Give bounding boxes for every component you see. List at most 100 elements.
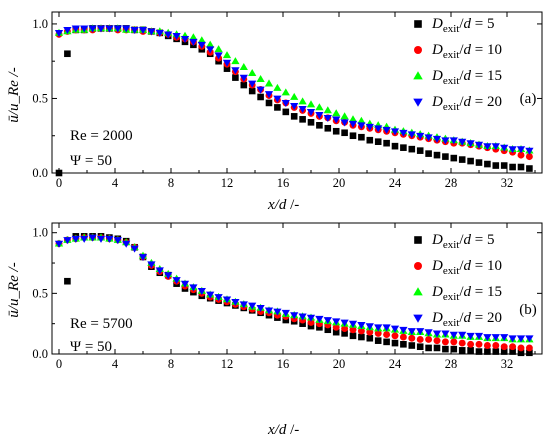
x-tick-label: 4 [112, 176, 119, 190]
data-point [340, 112, 349, 120]
data-point [525, 335, 534, 343]
legend-marker [414, 236, 422, 244]
data-point [282, 108, 290, 116]
data-point [298, 106, 307, 114]
data-point [483, 143, 492, 151]
data-point [458, 138, 467, 146]
panel-b: 0 4 8 12 16 20 24 28 32 0.0 0.5 1.0 Re = 5700 Ψ = … [32, 222, 543, 371]
data-point [525, 153, 533, 161]
data-point [80, 235, 89, 243]
data-point [164, 31, 173, 39]
data-point [449, 137, 458, 145]
data-point [408, 342, 416, 349]
data-point [500, 162, 508, 169]
y-axis-label-a-text: ū/u_Re /- [6, 67, 22, 122]
legend-label: Dexit/d = 5 [431, 16, 494, 35]
y-axis-label-a: ū/u_Re /- [6, 67, 22, 122]
data-point [214, 52, 223, 60]
data-point [391, 332, 399, 340]
data-point [357, 327, 365, 335]
data-point [416, 147, 424, 154]
data-point [400, 144, 407, 151]
data-point [299, 320, 306, 327]
data-point [483, 334, 492, 342]
data-point [466, 332, 475, 340]
data-point [281, 100, 290, 108]
y-tick-label: 1.0 [32, 17, 48, 31]
x-tick-label: 12 [221, 176, 234, 190]
data-point [383, 139, 390, 147]
data-point [349, 332, 357, 340]
data-point [281, 309, 290, 317]
y-tick-label: 1.0 [32, 226, 48, 240]
data-point [257, 93, 264, 101]
data-point [500, 334, 509, 342]
data-point [273, 83, 282, 91]
data-point [509, 163, 516, 171]
data-point [408, 334, 416, 342]
data-point [223, 65, 231, 72]
data-point [374, 324, 383, 332]
legend-marker [413, 287, 423, 296]
data-point [273, 95, 282, 103]
data-point [508, 335, 517, 343]
data-point [105, 25, 114, 33]
data-point [113, 25, 122, 33]
data-point [425, 335, 433, 343]
data-point [206, 40, 215, 48]
data-point [231, 57, 240, 65]
data-point [340, 119, 349, 127]
x-axis-label-a: x/d /- [267, 197, 299, 213]
data-point [348, 120, 358, 128]
data-point [290, 103, 299, 111]
data-point [172, 32, 181, 40]
legend-item: Dexit/d = 20 [413, 94, 502, 113]
data-point [407, 131, 416, 139]
data-point [526, 349, 533, 357]
data-point [180, 280, 190, 288]
data-point [382, 126, 391, 134]
data-point [189, 38, 198, 46]
data-point [71, 25, 80, 33]
legend-label: Dexit/d = 10 [431, 42, 502, 61]
data-point [316, 324, 323, 331]
data-point [64, 50, 71, 58]
data-point [466, 140, 475, 148]
data-point [197, 288, 206, 296]
data-point [122, 240, 131, 248]
data-point [206, 46, 215, 54]
data-point [332, 116, 341, 124]
data-point [508, 146, 517, 154]
data-point [432, 135, 442, 143]
data-point [197, 36, 206, 44]
psi-annotation-a: Ψ = 50 [70, 153, 112, 169]
x-tick-label: 4 [112, 357, 119, 371]
legend-a: Dexit/d = 5 Dexit/d = 10 Dexit/d = 15 Dexit… [413, 16, 502, 113]
data-point [105, 235, 114, 243]
panel-a: 0 4 8 12 16 20 24 28 32 0.0 0.5 1.0 Re = 2000 Ψ = … [32, 11, 543, 190]
data-point [206, 291, 215, 299]
data-point [475, 340, 483, 348]
data-point [130, 245, 139, 253]
x-tick-label: 28 [445, 176, 458, 190]
data-point [357, 322, 366, 330]
data-point [323, 114, 332, 122]
data-point [449, 331, 458, 339]
data-point [138, 27, 148, 35]
data-point [265, 99, 273, 107]
data-point [315, 315, 324, 323]
data-point [248, 302, 257, 310]
data-point [298, 313, 307, 321]
x-axis-label-b: x/d /- [267, 422, 299, 438]
x-tick-label: 0 [56, 176, 62, 190]
legend-marker [413, 314, 423, 323]
data-point [491, 334, 500, 342]
data-point [332, 127, 340, 135]
data-point [509, 348, 516, 355]
x-axis-label-b-main: x/d [267, 422, 287, 438]
data-point [483, 342, 491, 349]
data-point [492, 342, 500, 349]
data-point [517, 163, 525, 171]
data-point [407, 328, 416, 336]
data-point [256, 86, 265, 94]
